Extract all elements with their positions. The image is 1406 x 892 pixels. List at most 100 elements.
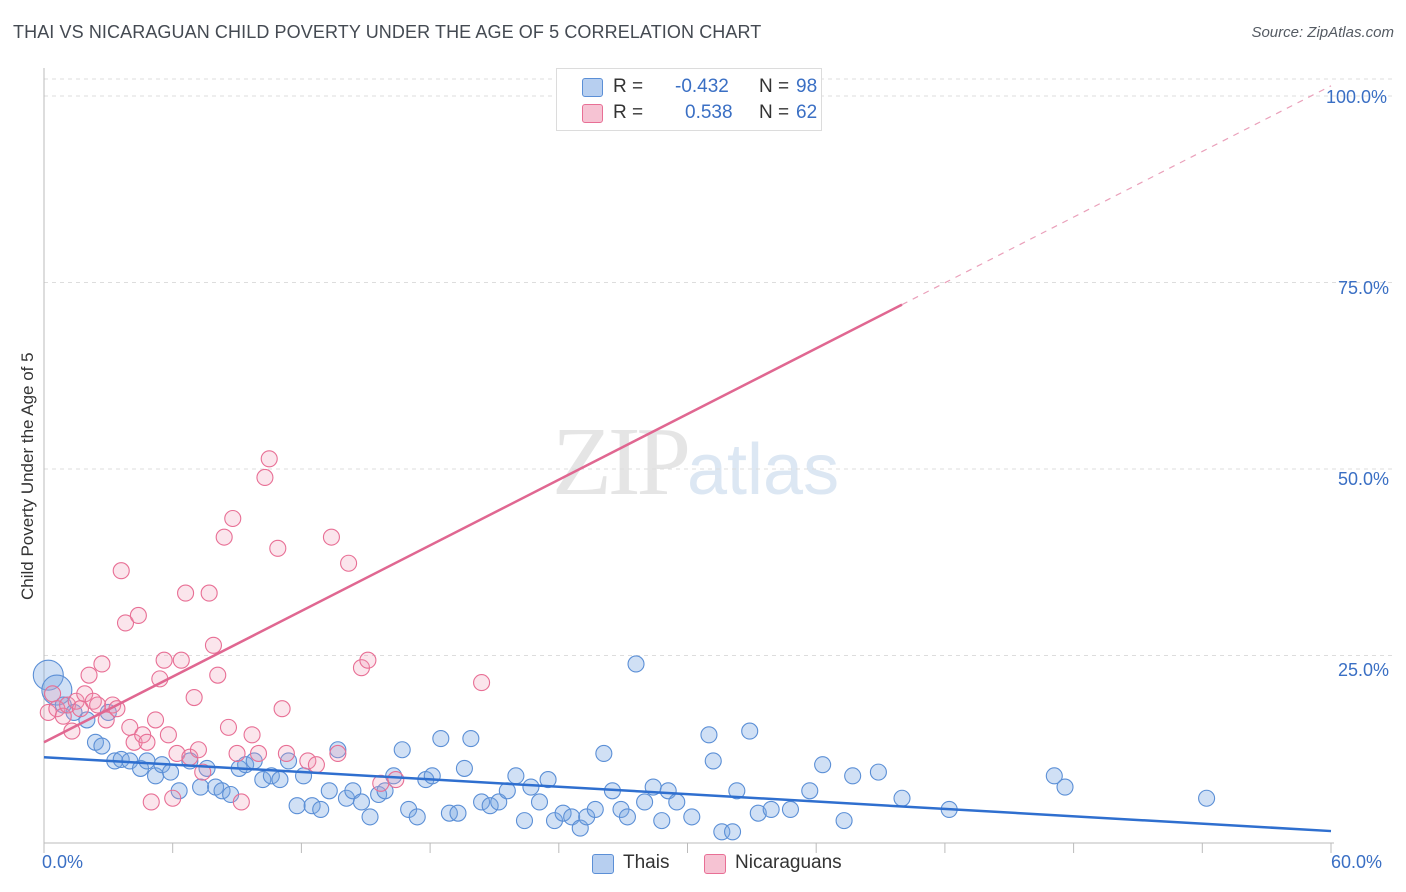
nicaraguan-point: [243, 726, 261, 744]
thai-point: [586, 800, 604, 818]
thai-point: [618, 808, 636, 826]
y-tick-label-25: 25.0%: [1338, 660, 1390, 680]
nicaraguan-point: [112, 562, 130, 580]
thai-point: [162, 763, 180, 781]
legend-label-thais: Thais: [623, 852, 670, 873]
thai-point: [668, 793, 686, 811]
nicaraguan-point: [322, 528, 340, 546]
nicaraguan-point: [159, 726, 177, 744]
legend-n-label: N =: [759, 76, 790, 97]
nicaraguan-point: [142, 793, 160, 811]
legend-r-value: 0.538: [685, 102, 733, 123]
thai-point: [262, 767, 280, 785]
nicaraguan-point: [219, 718, 238, 736]
nicaraguan-point: [89, 696, 107, 714]
thai-point: [749, 804, 767, 822]
thai-point: [683, 808, 701, 826]
nicaraguan-point: [307, 756, 325, 774]
thai-point: [462, 730, 480, 748]
nicaraguan-point: [44, 685, 62, 703]
nicaraguan-point: [273, 700, 291, 718]
thai-point: [393, 741, 411, 759]
nicaraguan-point: [232, 793, 250, 811]
nicaraguan-point: [54, 707, 72, 725]
thai-point: [814, 756, 832, 774]
nicaraguan-point: [277, 744, 295, 763]
thai-point: [481, 797, 499, 815]
thai-point: [522, 778, 540, 796]
thai-point: [700, 726, 718, 744]
thai-point: [1056, 778, 1074, 796]
thai-point: [554, 804, 572, 822]
thai-point: [728, 782, 746, 800]
thai-point: [869, 763, 887, 781]
y-tick-label-50: 50.0%: [1338, 469, 1390, 489]
thai-point: [423, 767, 441, 785]
legend-swatch-nicaraguans: [704, 854, 726, 874]
nicaraguan-trendline-extension: [901, 85, 1332, 306]
nicaraguan-point: [155, 651, 173, 669]
thai-point: [1198, 789, 1216, 807]
thai-trendline: [43, 755, 1332, 833]
thai-point: [801, 782, 819, 800]
nicaraguan-point: [256, 468, 274, 487]
nicaraguan-point: [228, 744, 246, 763]
thai-point: [449, 804, 467, 822]
thai-point: [515, 812, 534, 830]
thai-point: [192, 778, 210, 796]
y-tick-label-100: 100.0%: [1326, 87, 1388, 107]
chart-title: THAI VS NICARAGUAN CHILD POVERTY UNDER T…: [13, 22, 762, 42]
nicaraguan-point: [185, 688, 203, 707]
thai-point: [539, 771, 557, 789]
legend-r-value: -0.432: [675, 76, 729, 97]
thai-point: [112, 750, 130, 768]
thai-point: [138, 752, 156, 770]
thai-point: [835, 812, 853, 830]
legend-n-label: N =: [759, 102, 790, 123]
thai-point: [741, 722, 759, 740]
nicaraguan-point: [93, 655, 111, 673]
nicaraguan-point: [340, 554, 358, 572]
nicaraguan-point: [189, 741, 207, 759]
thai-point: [254, 771, 272, 789]
stats-legend: R = -0.432 N = 98 R = 0.538 N = 62: [556, 68, 822, 131]
legend-label-nicaraguans: Nicaraguans: [735, 852, 842, 873]
legend-swatch-nicaraguan: [582, 104, 603, 123]
nicaraguan-point: [269, 539, 287, 557]
thai-point: [93, 737, 111, 755]
nicaraguan-point: [172, 651, 190, 669]
nicaraguan-point: [116, 614, 135, 632]
thai-point: [595, 744, 613, 763]
nicaraguan-point: [194, 763, 212, 781]
thai-point: [455, 759, 473, 777]
watermark: ZIPatlas: [552, 404, 839, 518]
y-axis-label: Child Poverty Under the Age of 5: [18, 352, 37, 600]
thai-point: [329, 741, 347, 759]
nicaraguan-point: [260, 450, 278, 468]
thai-point: [294, 767, 313, 785]
thai-point: [432, 730, 450, 748]
nicaraguan-point: [138, 733, 156, 751]
thai-point: [473, 793, 491, 811]
thai-point: [361, 808, 379, 826]
nicaraguan-point: [204, 636, 223, 654]
thai-point: [653, 812, 671, 830]
watermark-zip: ZIP: [552, 408, 691, 516]
nicaraguan-point: [215, 528, 233, 546]
thai-point: [1045, 767, 1063, 785]
thai-point: [704, 752, 722, 770]
nicaraguan-point: [329, 744, 347, 763]
nicaraguan-point: [129, 606, 147, 625]
thai-point: [530, 793, 549, 811]
nicaraguan-point: [387, 771, 405, 789]
thai-point: [627, 655, 645, 673]
thai-point: [762, 800, 780, 818]
nicaraguan-point: [168, 744, 186, 763]
x-tick-label-min: 0.0%: [42, 852, 84, 872]
thai-point: [440, 804, 458, 822]
nicaraguan-trendline: [43, 303, 903, 744]
legend-r-label: R =: [613, 76, 644, 97]
nicaraguan-point: [146, 711, 165, 729]
thai-point: [781, 800, 800, 818]
